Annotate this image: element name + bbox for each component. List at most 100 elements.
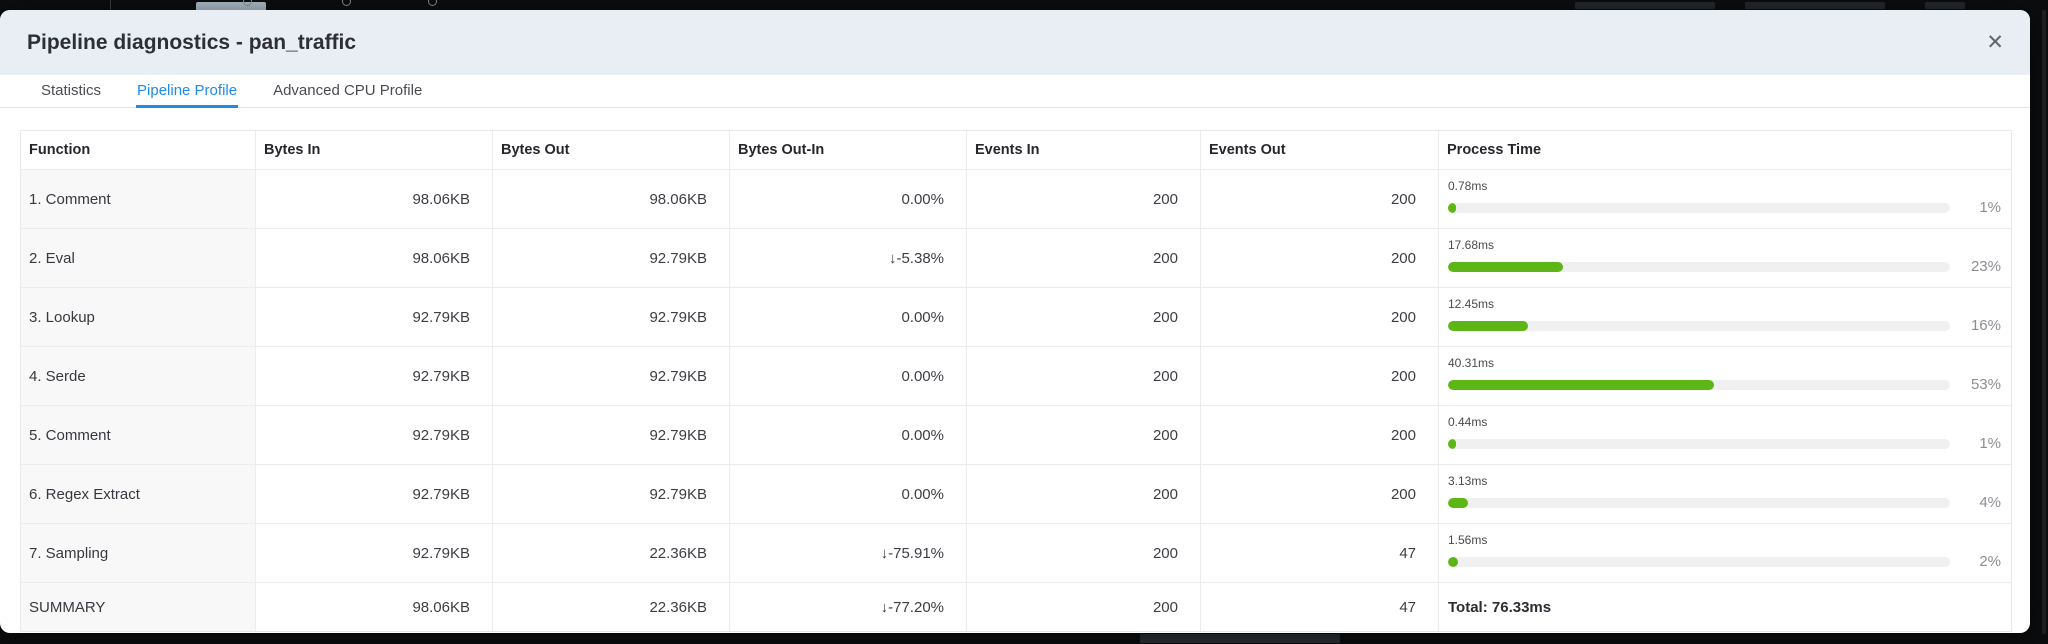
- events-out-cell: 200: [1201, 170, 1439, 228]
- events-in-cell: 200: [967, 406, 1201, 464]
- events-in-cell: 200: [967, 170, 1201, 228]
- background-app-topbar: [0, 0, 2048, 10]
- column-header-bytes-out-in: Bytes Out-In: [730, 131, 967, 169]
- modal-header: Pipeline diagnostics - pan_traffic ✕: [0, 10, 2030, 75]
- summary-bytes-out-in-cell: ↓-77.20%: [730, 583, 967, 631]
- modal-title: Pipeline diagnostics - pan_traffic: [27, 30, 357, 54]
- table-row: 2. Eval 98.06KB 92.79KB ↓-5.38% 200 200 17.68m…: [21, 229, 2011, 288]
- process-time-ms-label: 40.31ms: [1448, 356, 1495, 370]
- process-time-percent: 53%: [1970, 376, 2001, 393]
- process-time-bar-track: [1448, 202, 1950, 213]
- process-time-percent: 16%: [1970, 317, 2001, 334]
- table-row: 6. Regex Extract 92.79KB 92.79KB 0.00% 200 20…: [21, 465, 2011, 524]
- events-in-cell: 200: [967, 229, 1201, 287]
- events-out-cell: 47: [1201, 524, 1439, 582]
- tab-advanced-cpu-profile[interactable]: Advanced CPU Profile: [273, 81, 423, 99]
- table-header-row: Function Bytes In Bytes Out Bytes Out-In Eve…: [21, 131, 2011, 170]
- summary-total-cell: Total: 76.33ms: [1448, 598, 1552, 616]
- function-cell: 6. Regex Extract: [21, 465, 256, 523]
- process-time-bar-fill: [1448, 261, 1564, 272]
- bytes-in-cell: 92.79KB: [256, 288, 493, 346]
- process-time-bar-fill: [1448, 320, 1529, 331]
- process-time-bar: 4%: [1448, 494, 2001, 511]
- events-out-cell: 200: [1201, 406, 1439, 464]
- bytes-out-in-cell: ↓-75.91%: [730, 524, 967, 582]
- process-time-percent: 1%: [1979, 199, 2001, 216]
- bytes-out-in-cell: 0.00%: [730, 170, 967, 228]
- background-app-right-edge: [2030, 0, 2048, 644]
- bytes-out-cell: 98.06KB: [493, 170, 730, 228]
- background-scrollbar: [2042, 10, 2046, 634]
- summary-row: SUMMARY 98.06KB 22.36KB ↓-77.20% 200 47 Total:…: [21, 583, 2011, 631]
- process-time-bar: 16%: [1448, 317, 2001, 334]
- process-time-bar: 2%: [1448, 553, 2001, 570]
- process-time-ms-label: 17.68ms: [1448, 238, 1495, 252]
- background-app-bottombar: [0, 633, 2048, 644]
- column-header-events-in: Events In: [967, 131, 1201, 169]
- events-out-cell: 200: [1201, 465, 1439, 523]
- function-cell: 2. Eval: [21, 229, 256, 287]
- function-cell: 1. Comment: [21, 170, 256, 228]
- column-header-bytes-out: Bytes Out: [493, 131, 730, 169]
- column-header-function: Function: [21, 131, 256, 169]
- function-cell: 5. Comment: [21, 406, 256, 464]
- process-time-ms-label: 12.45ms: [1448, 297, 1495, 311]
- bytes-in-cell: 98.06KB: [256, 229, 493, 287]
- summary-bytes-in-cell: 98.06KB: [256, 583, 493, 631]
- bytes-in-cell: 92.79KB: [256, 465, 493, 523]
- function-cell: 7. Sampling: [21, 524, 256, 582]
- bytes-out-cell: 92.79KB: [493, 465, 730, 523]
- background-glyph-fragment: [342, 0, 351, 6]
- table-row: 7. Sampling 92.79KB 22.36KB ↓-75.91% 200 47 1.…: [21, 524, 2011, 583]
- process-time-bar-track: [1448, 438, 1950, 449]
- events-in-cell: 200: [967, 524, 1201, 582]
- diagnostics-table: Function Bytes In Bytes Out Bytes Out-In Eve…: [20, 130, 2012, 632]
- background-fragment: [1745, 2, 1885, 9]
- function-cell: 4. Serde: [21, 347, 256, 405]
- process-time-cell: 1.56ms 2%: [1439, 524, 2011, 582]
- bytes-out-cell: 92.79KB: [493, 406, 730, 464]
- close-button[interactable]: ✕: [1978, 28, 2012, 57]
- close-icon: ✕: [1986, 31, 2004, 54]
- process-time-percent: 1%: [1979, 435, 2001, 452]
- process-time-percent: 4%: [1979, 494, 2001, 511]
- pipeline-diagnostics-modal: Pipeline diagnostics - pan_traffic ✕ Sta…: [0, 10, 2030, 633]
- events-in-cell: 200: [967, 347, 1201, 405]
- background-glyph-fragment: [428, 0, 437, 6]
- background-fragment: [1140, 634, 1340, 643]
- function-cell: 3. Lookup: [21, 288, 256, 346]
- column-header-process-time: Process Time: [1447, 142, 1542, 158]
- bytes-in-cell: 98.06KB: [256, 170, 493, 228]
- events-in-cell: 200: [967, 465, 1201, 523]
- process-time-percent: 23%: [1970, 258, 2001, 275]
- process-time-cell: 17.68ms 23%: [1439, 229, 2011, 287]
- process-time-bar-track: [1448, 497, 1950, 508]
- tab-pipeline-profile[interactable]: Pipeline Profile: [136, 75, 239, 108]
- summary-bytes-out-cell: 22.36KB: [493, 583, 730, 631]
- tab-statistics[interactable]: Statistics: [41, 81, 102, 99]
- background-fragment: [1925, 2, 1965, 9]
- bytes-out-in-cell: ↓-5.38%: [730, 229, 967, 287]
- table-row: 5. Comment 92.79KB 92.79KB 0.00% 200 200 0.44m…: [21, 406, 2011, 465]
- background-glyph-fragment: [243, 0, 252, 6]
- process-time-cell: 0.78ms 1%: [1439, 170, 2011, 228]
- process-time-bar-track: [1448, 556, 1950, 567]
- background-fragment: [1575, 2, 1715, 9]
- process-time-bar: 1%: [1448, 199, 2001, 216]
- bytes-in-cell: 92.79KB: [256, 347, 493, 405]
- background-active-tab-fragment: [196, 2, 266, 10]
- process-time-bar: 23%: [1448, 258, 2001, 275]
- summary-label-cell: SUMMARY: [21, 583, 256, 631]
- table-row: 3. Lookup 92.79KB 92.79KB 0.00% 200 200 12.45m…: [21, 288, 2011, 347]
- summary-events-in-cell: 200: [967, 583, 1201, 631]
- events-in-cell: 200: [967, 288, 1201, 346]
- process-time-bar-fill: [1448, 497, 1469, 508]
- process-time-bar: 53%: [1448, 376, 2001, 393]
- bytes-out-cell: 92.79KB: [493, 347, 730, 405]
- process-time-ms-label: 1.56ms: [1448, 533, 1488, 547]
- process-time-ms-label: 3.13ms: [1448, 474, 1488, 488]
- process-time-bar-fill: [1448, 556, 1459, 567]
- bytes-out-cell: 22.36KB: [493, 524, 730, 582]
- bytes-out-in-cell: 0.00%: [730, 406, 967, 464]
- process-time-bar-track: [1448, 379, 1950, 390]
